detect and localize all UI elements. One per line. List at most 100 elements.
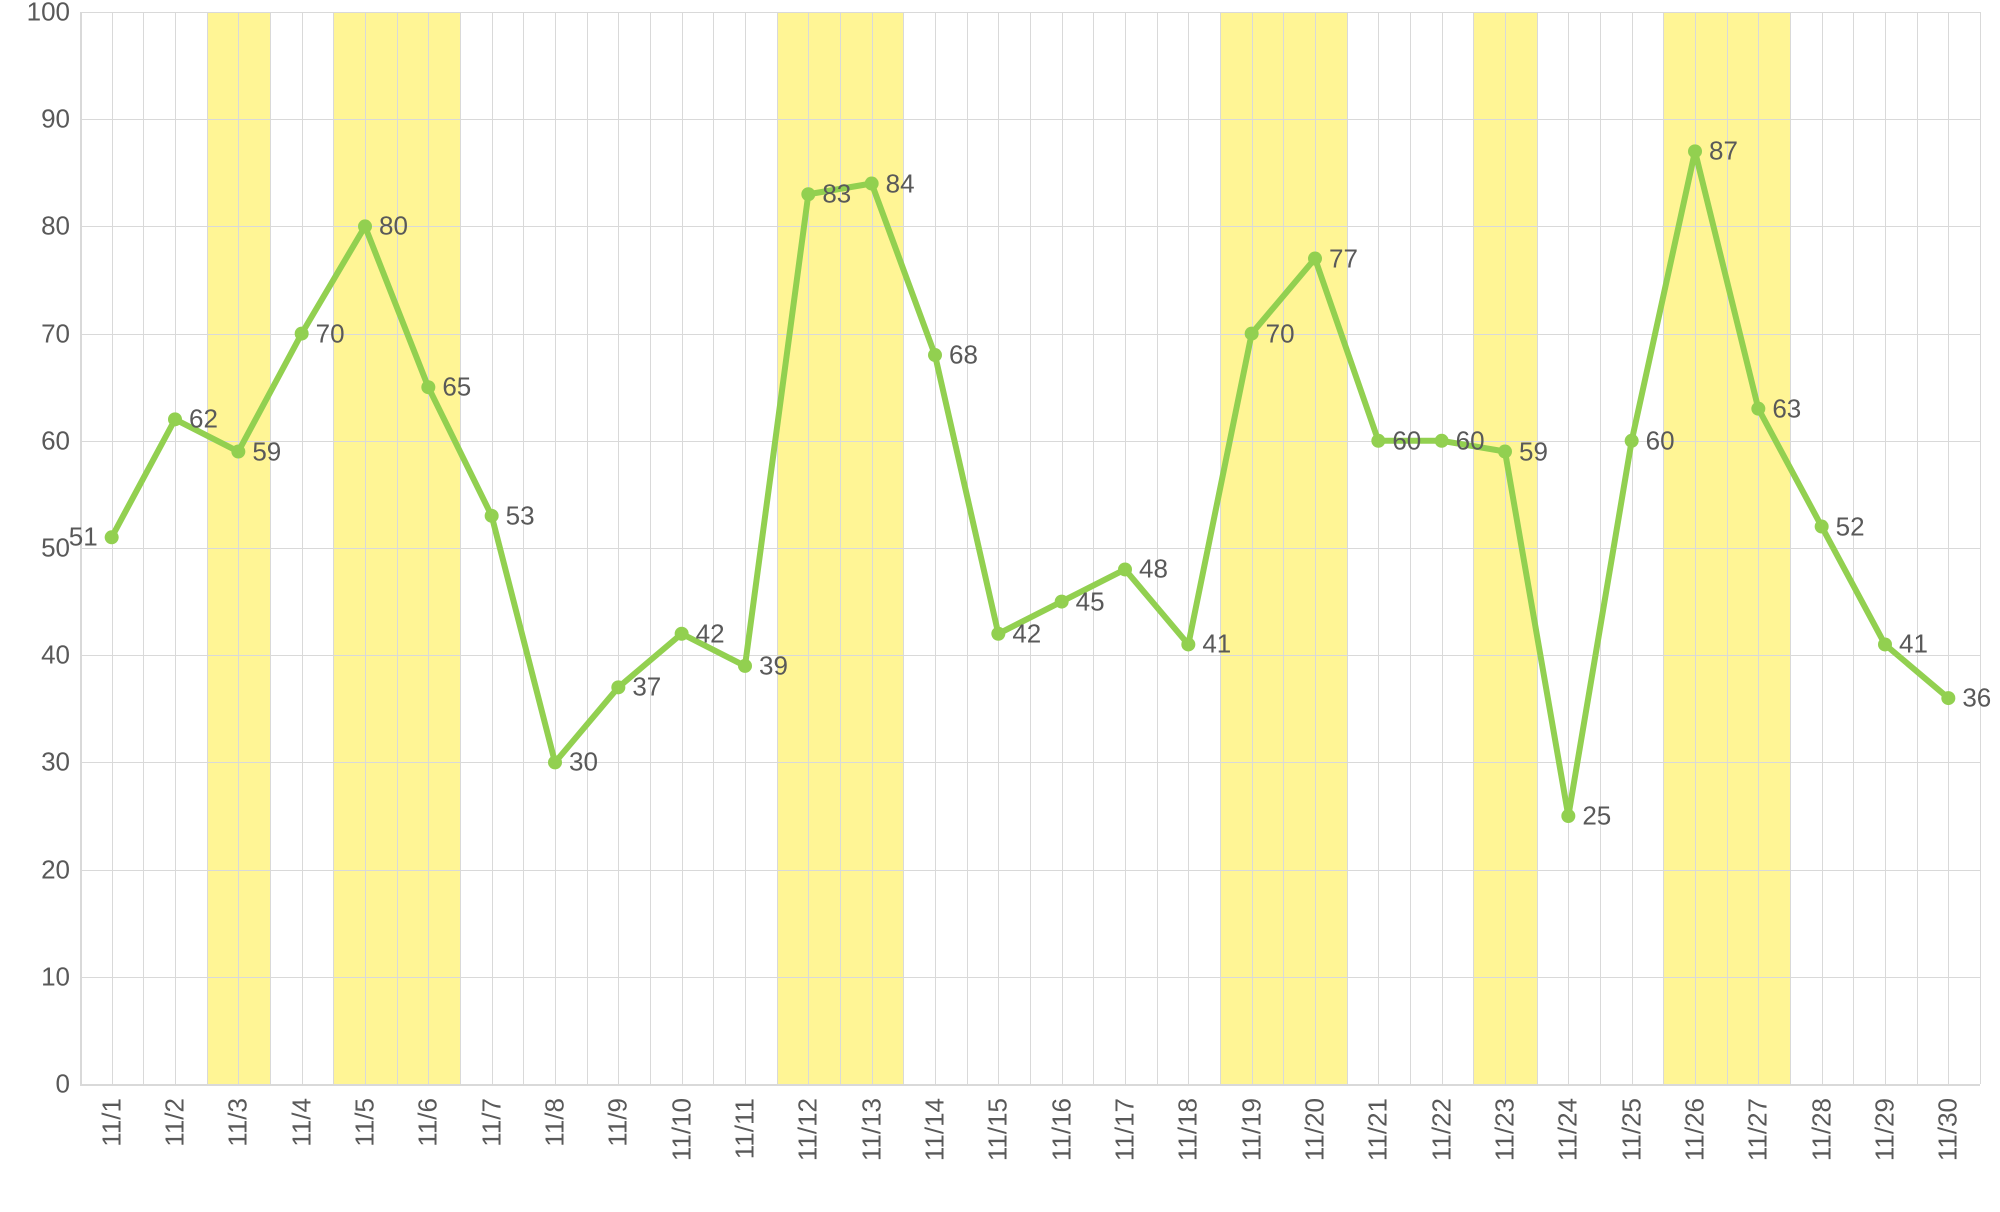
data-marker (1625, 434, 1639, 448)
x-tick-label: 11/23 (1490, 1098, 1521, 1161)
data-label: 45 (1076, 586, 1105, 617)
x-tick-label: 11/16 (1046, 1098, 1077, 1161)
plot-area: 010203040506070809010011/111/211/311/411… (80, 12, 1980, 1084)
data-marker (105, 530, 119, 544)
data-label: 60 (1456, 425, 1485, 456)
data-marker (1371, 434, 1385, 448)
data-marker (295, 327, 309, 341)
data-label: 59 (1519, 436, 1548, 467)
data-marker (1498, 445, 1512, 459)
x-tick-label: 11/19 (1236, 1098, 1267, 1161)
x-tick-label: 11/20 (1300, 1098, 1331, 1161)
y-tick-label: 60 (41, 425, 80, 456)
data-label: 39 (759, 650, 788, 681)
data-label: 70 (1266, 318, 1295, 349)
x-tick-label: 11/29 (1870, 1098, 1901, 1161)
data-label: 42 (1012, 618, 1041, 649)
data-marker (1435, 434, 1449, 448)
data-label: 70 (316, 318, 345, 349)
data-marker (675, 627, 689, 641)
data-label: 25 (1582, 801, 1611, 832)
data-marker (548, 755, 562, 769)
data-label: 51 (69, 522, 98, 553)
y-tick-label: 100 (27, 0, 80, 28)
data-marker (1118, 562, 1132, 576)
x-axis-line (80, 1084, 1980, 1086)
series-line (112, 151, 1949, 816)
x-tick-label: 11/30 (1933, 1098, 1964, 1161)
data-marker (421, 380, 435, 394)
x-tick-label: 11/11 (730, 1098, 761, 1159)
data-label: 53 (506, 500, 535, 531)
data-marker (928, 348, 942, 362)
data-label: 62 (189, 404, 218, 435)
data-label: 59 (252, 436, 281, 467)
x-tick-label: 11/14 (920, 1098, 951, 1161)
data-marker (1815, 520, 1829, 534)
x-tick-label: 11/10 (666, 1098, 697, 1161)
y-tick-label: 10 (41, 961, 80, 992)
data-marker (1688, 144, 1702, 158)
y-tick-label: 30 (41, 747, 80, 778)
x-tick-label: 11/2 (160, 1098, 191, 1147)
data-label: 48 (1139, 554, 1168, 585)
data-label: 63 (1772, 393, 1801, 424)
x-tick-label: 11/9 (603, 1098, 634, 1147)
line-chart: 010203040506070809010011/111/211/311/411… (0, 0, 2000, 1212)
data-label: 60 (1646, 425, 1675, 456)
data-marker (485, 509, 499, 523)
line-series (80, 12, 1980, 1084)
y-tick-label: 70 (41, 318, 80, 349)
data-marker (738, 659, 752, 673)
x-tick-label: 11/18 (1173, 1098, 1204, 1161)
x-tick-label: 11/22 (1426, 1098, 1457, 1161)
y-tick-label: 40 (41, 640, 80, 671)
data-label: 80 (379, 211, 408, 242)
data-marker (1941, 691, 1955, 705)
data-marker (991, 627, 1005, 641)
x-tick-label: 11/17 (1110, 1098, 1141, 1161)
data-marker (1055, 595, 1069, 609)
data-marker (865, 177, 879, 191)
x-tick-label: 11/25 (1616, 1098, 1647, 1161)
data-label: 52 (1836, 511, 1865, 542)
x-tick-label: 11/24 (1553, 1098, 1584, 1161)
data-marker (231, 445, 245, 459)
data-marker (1181, 637, 1195, 651)
data-marker (801, 187, 815, 201)
data-marker (1561, 809, 1575, 823)
data-label: 68 (949, 340, 978, 371)
x-tick-label: 11/15 (983, 1098, 1014, 1161)
data-marker (1751, 402, 1765, 416)
y-tick-label: 90 (41, 104, 80, 135)
x-tick-label: 11/21 (1363, 1098, 1394, 1161)
y-tick-label: 0 (56, 1069, 80, 1100)
data-marker (1308, 252, 1322, 266)
data-label: 77 (1329, 243, 1358, 274)
y-tick-label: 80 (41, 211, 80, 242)
x-tick-label: 11/26 (1680, 1098, 1711, 1161)
data-label: 41 (1899, 629, 1928, 660)
x-tick-label: 11/13 (856, 1098, 887, 1161)
x-tick-label: 11/6 (413, 1098, 444, 1147)
x-tick-label: 11/7 (476, 1098, 507, 1147)
data-label: 65 (442, 372, 471, 403)
data-marker (1245, 327, 1259, 341)
y-tick-label: 20 (41, 854, 80, 885)
data-label: 83 (822, 179, 851, 210)
x-tick-label: 11/4 (286, 1098, 317, 1147)
data-label: 42 (696, 618, 725, 649)
data-label: 60 (1392, 425, 1421, 456)
data-label: 30 (569, 747, 598, 778)
data-label: 41 (1202, 629, 1231, 660)
x-tick-label: 11/5 (350, 1098, 381, 1147)
gridline-vertical (1980, 12, 1981, 1084)
x-tick-label: 11/27 (1743, 1098, 1774, 1161)
data-marker (168, 412, 182, 426)
data-marker (611, 680, 625, 694)
data-label: 37 (632, 672, 661, 703)
data-marker (358, 219, 372, 233)
x-tick-label: 11/12 (793, 1098, 824, 1161)
x-tick-label: 11/1 (96, 1098, 127, 1147)
data-marker (1878, 637, 1892, 651)
